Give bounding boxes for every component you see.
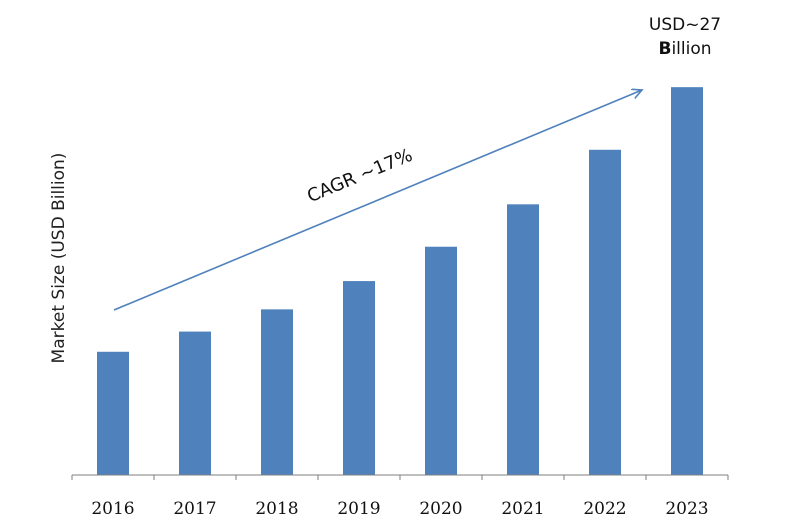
bar-2021 <box>507 204 539 475</box>
x-tick-label-2016: 2016 <box>91 499 134 519</box>
x-tick-label-2023: 2023 <box>665 499 708 519</box>
bar-2019 <box>343 281 375 475</box>
bar-2017 <box>179 331 211 475</box>
last-bar-value-label-bold-part: B <box>658 39 671 59</box>
bar-2018 <box>261 309 293 475</box>
bar-2023 <box>671 87 703 475</box>
x-tick-label-2017: 2017 <box>173 499 216 519</box>
x-tick-marks-group <box>71 475 729 480</box>
last-bar-value-label-line1: USD~27 <box>649 15 721 35</box>
x-tick-label-2019: 2019 <box>337 499 380 519</box>
y-axis-label: Market Size (USD Billion) <box>49 153 69 364</box>
x-tick-label-2022: 2022 <box>583 499 626 519</box>
cagr-annotation: CAGR ~17% <box>304 145 415 207</box>
last-bar-value-label-rest-part: illion <box>671 39 711 59</box>
bar-2016 <box>97 351 129 475</box>
x-tick-label-2018: 2018 <box>255 499 298 519</box>
bars-group <box>97 87 703 475</box>
bar-2020 <box>425 246 457 475</box>
x-tick-labels-group: 2016 2017 2018 2019 2020 2021 2022 2023 <box>91 499 708 519</box>
x-tick-label-2020: 2020 <box>419 499 462 519</box>
bar-2022 <box>589 149 621 475</box>
x-tick-label-2021: 2021 <box>501 499 544 519</box>
last-bar-value-label-line2: Billion <box>658 39 711 59</box>
cagr-arrow <box>113 90 642 311</box>
